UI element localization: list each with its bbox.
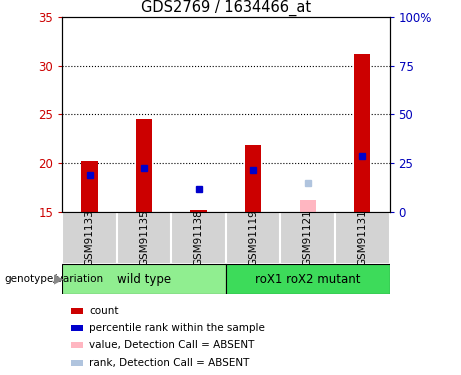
Text: genotype/variation: genotype/variation (5, 274, 104, 284)
Bar (354, 54, 371, 212)
Text: GSM91119: GSM91119 (248, 210, 258, 267)
Bar (226, 212, 280, 264)
Bar (117, 212, 171, 264)
Bar (171, 212, 226, 264)
Text: value, Detection Call = ABSENT: value, Detection Call = ABSENT (89, 340, 254, 350)
Text: roX1 roX2 mutant: roX1 roX2 mutant (255, 273, 361, 286)
Bar (300, 200, 316, 212)
Bar (190, 210, 207, 212)
Bar (71, 308, 83, 314)
Bar (62, 264, 226, 294)
Bar (280, 212, 335, 264)
Bar (71, 325, 83, 331)
Bar (335, 212, 390, 264)
Bar (71, 342, 83, 348)
Bar (136, 119, 152, 212)
Bar (226, 264, 390, 294)
Text: GSM91131: GSM91131 (357, 210, 367, 267)
Text: ▶: ▶ (54, 273, 64, 286)
Title: GDS2769 / 1634466_at: GDS2769 / 1634466_at (141, 0, 311, 15)
Text: GSM91133: GSM91133 (84, 210, 95, 267)
Text: rank, Detection Call = ABSENT: rank, Detection Call = ABSENT (89, 358, 249, 368)
Text: GSM91135: GSM91135 (139, 210, 149, 267)
Bar (245, 145, 261, 212)
Text: GSM91138: GSM91138 (194, 210, 204, 267)
Text: wild type: wild type (117, 273, 171, 286)
Bar (81, 161, 98, 212)
Bar (71, 360, 83, 366)
Text: percentile rank within the sample: percentile rank within the sample (89, 323, 265, 333)
Bar (62, 212, 117, 264)
Text: GSM91121: GSM91121 (303, 210, 313, 267)
Text: count: count (89, 306, 118, 315)
